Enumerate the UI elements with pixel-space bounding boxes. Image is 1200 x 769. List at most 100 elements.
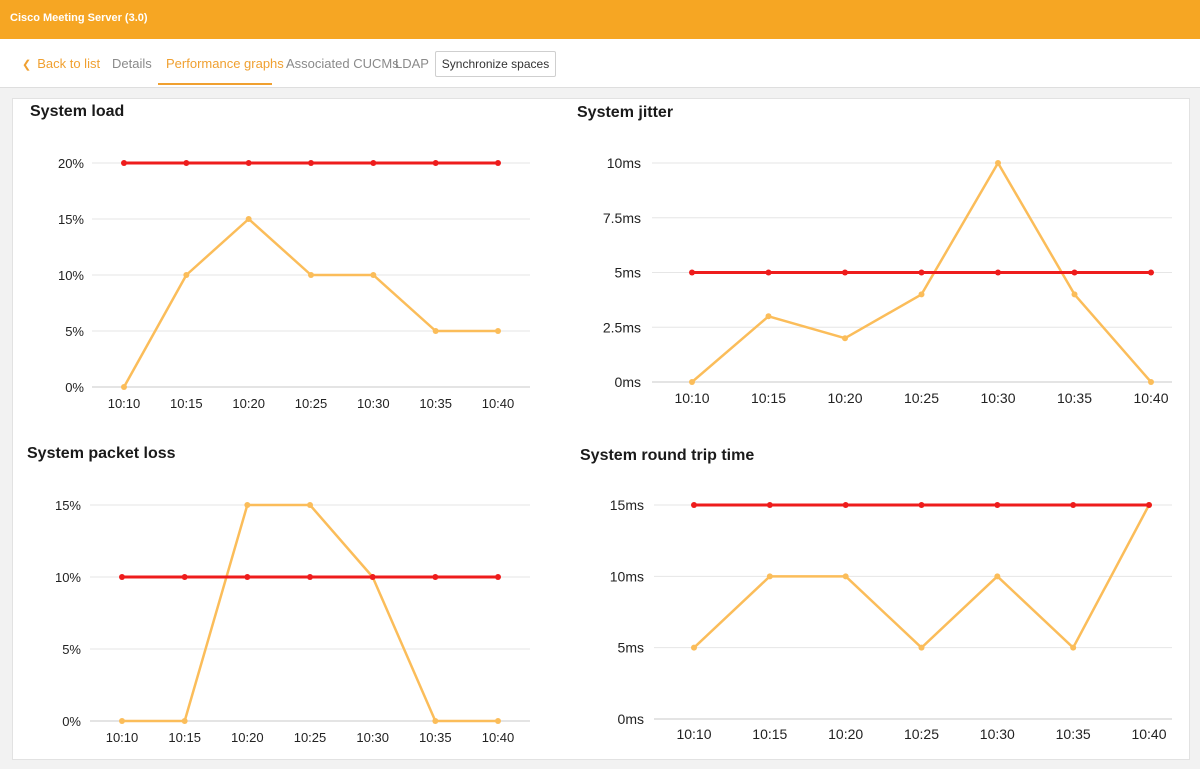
- data-point[interactable]: [432, 328, 439, 334]
- x-tick-label: 10:15: [751, 390, 786, 406]
- data-point[interactable]: [918, 644, 925, 651]
- app-title: Cisco Meeting Server (3.0): [10, 12, 148, 24]
- system-jitter-chart: 0ms 2.5ms 5ms 7.5ms 10ms 10:10 10:15 10:20 10:25…: [603, 155, 1172, 406]
- chevron-left-icon: ❮: [22, 59, 32, 71]
- data-point[interactable]: [1070, 644, 1077, 651]
- y-tick-label: 5%: [62, 642, 81, 657]
- threshold-point[interactable]: [766, 502, 773, 508]
- back-to-list-label: Back to list: [37, 56, 101, 71]
- threshold-point[interactable]: [432, 160, 439, 166]
- system-packet-loss-chart: 0% 5% 10% 15% 10:10 10:15 10:20 10:25 10:30 10:35…: [55, 498, 530, 745]
- threshold-point[interactable]: [1146, 502, 1152, 508]
- x-tick-label: 10:30: [980, 390, 1015, 406]
- threshold-point[interactable]: [918, 269, 925, 276]
- data-point[interactable]: [121, 384, 127, 390]
- x-tick-label: 10:35: [1056, 726, 1091, 742]
- data-point[interactable]: [119, 718, 125, 724]
- data-point[interactable]: [244, 502, 251, 508]
- active-tab-indicator: [158, 83, 272, 85]
- threshold-point[interactable]: [308, 160, 314, 166]
- data-point[interactable]: [307, 502, 313, 508]
- data-point[interactable]: [1071, 291, 1078, 298]
- y-tick-label: 5ms: [615, 265, 641, 281]
- threshold-point[interactable]: [842, 502, 849, 508]
- data-point[interactable]: [308, 272, 314, 278]
- threshold-point[interactable]: [689, 269, 695, 276]
- data-point[interactable]: [370, 272, 377, 278]
- back-to-list-link[interactable]: ❮ Back to list: [22, 56, 100, 71]
- data-point[interactable]: [432, 718, 439, 724]
- x-tick-label: 10:25: [904, 726, 939, 742]
- y-tick-label: 15ms: [610, 497, 644, 513]
- x-tick-label: 10:20: [827, 390, 862, 406]
- y-tick-label: 10%: [55, 570, 81, 585]
- threshold-point[interactable]: [183, 160, 190, 166]
- tab-bar: ❮ Back to list Details Performance graphs…: [0, 39, 1200, 88]
- threshold-point[interactable]: [1071, 269, 1078, 276]
- threshold-point[interactable]: [994, 502, 1001, 508]
- threshold-point[interactable]: [995, 269, 1001, 276]
- data-point[interactable]: [766, 573, 773, 580]
- y-tick-label: 10%: [58, 268, 84, 283]
- system-round-trip-time-title: System round trip time: [580, 447, 755, 464]
- x-tick-label: 10:20: [232, 396, 265, 411]
- performance-graphs-panel: [12, 98, 1190, 760]
- y-tick-label: 2.5ms: [603, 319, 641, 335]
- x-tick-label: 10:40: [1133, 390, 1168, 406]
- threshold-point[interactable]: [369, 574, 376, 580]
- threshold-point[interactable]: [370, 160, 377, 166]
- threshold-point[interactable]: [495, 574, 501, 580]
- tab-performance-graphs[interactable]: Performance graphs: [166, 56, 284, 71]
- threshold-point[interactable]: [181, 574, 188, 580]
- threshold-point[interactable]: [691, 502, 697, 508]
- data-point[interactable]: [995, 160, 1001, 166]
- threshold-point[interactable]: [765, 269, 772, 276]
- data-point[interactable]: [689, 379, 695, 385]
- system-packet-loss-title: System packet loss: [27, 445, 176, 462]
- tab-details[interactable]: Details: [112, 56, 152, 71]
- data-point[interactable]: [842, 573, 849, 580]
- data-point[interactable]: [994, 573, 1001, 580]
- x-tick-label: 10:10: [674, 390, 709, 406]
- threshold-point[interactable]: [119, 574, 125, 580]
- system-jitter-title: System jitter: [577, 104, 674, 121]
- threshold-point[interactable]: [244, 574, 251, 580]
- tab-associated-cucms[interactable]: Associated CUCMs: [286, 56, 399, 71]
- threshold-point[interactable]: [1070, 502, 1077, 508]
- x-tick-label: 10:40: [482, 730, 515, 745]
- threshold-point[interactable]: [307, 574, 313, 580]
- threshold-point[interactable]: [245, 160, 252, 166]
- threshold-point[interactable]: [1148, 269, 1154, 276]
- y-tick-label: 15%: [58, 212, 84, 227]
- data-point[interactable]: [495, 718, 501, 724]
- x-tick-label: 10:25: [904, 390, 939, 406]
- x-tick-label: 10:15: [168, 730, 201, 745]
- y-tick-label: 5ms: [618, 640, 644, 656]
- threshold-point[interactable]: [918, 502, 925, 508]
- x-tick-label: 10:30: [980, 726, 1015, 742]
- threshold-point[interactable]: [495, 160, 501, 166]
- y-tick-label: 15%: [55, 498, 81, 513]
- x-tick-label: 10:10: [106, 730, 139, 745]
- threshold-point[interactable]: [432, 574, 439, 580]
- data-point[interactable]: [765, 313, 772, 320]
- system-load-title: System load: [30, 103, 125, 120]
- threshold-point[interactable]: [842, 269, 848, 276]
- synchronize-spaces-button[interactable]: Synchronize spaces: [435, 51, 556, 77]
- threshold-point[interactable]: [121, 160, 127, 166]
- data-point[interactable]: [842, 335, 848, 342]
- x-tick-label: 10:35: [419, 396, 452, 411]
- x-tick-label: 10:15: [170, 396, 203, 411]
- data-point[interactable]: [495, 328, 501, 334]
- data-point[interactable]: [918, 291, 925, 298]
- tab-ldap[interactable]: LDAP: [395, 56, 429, 71]
- data-point[interactable]: [245, 216, 252, 222]
- data-point[interactable]: [181, 718, 188, 724]
- data-point[interactable]: [691, 644, 697, 651]
- x-tick-label: 10:30: [357, 396, 390, 411]
- system-load-chart: 0% 5% 10% 15% 20% 10:10 10:15 10:20 10:25 10:30 10…: [58, 156, 530, 411]
- data-point[interactable]: [1148, 379, 1154, 385]
- data-point[interactable]: [183, 272, 190, 278]
- y-tick-label: 5%: [65, 324, 84, 339]
